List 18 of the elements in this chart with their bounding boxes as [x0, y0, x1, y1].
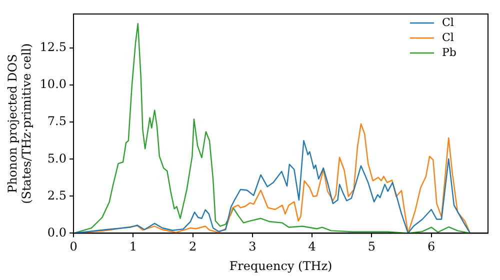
x-tick-label: 4	[308, 240, 316, 254]
y-tick-label: 0.0	[47, 225, 67, 240]
legend-label: Pb	[442, 46, 456, 59]
y-tick-label: 2.5	[47, 188, 67, 202]
legend-label: Cl	[442, 30, 454, 44]
y-axis-title: Phonon projected DOS (States/THz·primitive cell)	[5, 43, 34, 204]
legend-label: Cl	[442, 16, 454, 29]
x-axis-title: Frequency (THz)	[229, 258, 332, 273]
x-tick-label: 1	[129, 240, 137, 254]
x-tick-label: 6	[428, 240, 436, 254]
y-tick-label: 10.0	[40, 77, 67, 92]
x-tick-label: 3	[248, 240, 256, 254]
x-tick-label: 5	[368, 240, 376, 254]
y-tick-label: 5.0	[47, 151, 67, 166]
x-tick-label: 0	[70, 240, 78, 254]
x-tick-label: 2	[188, 240, 197, 254]
y-tick-label: 12.5	[40, 40, 67, 54]
y-tick-label: 7.5	[47, 114, 67, 128]
